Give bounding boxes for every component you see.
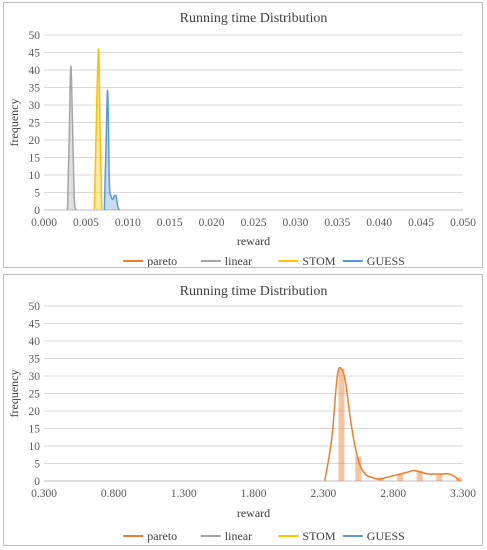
top-x-tick-label: 0.015 [157, 217, 183, 229]
top-x-tick-label: 0.030 [282, 217, 308, 229]
bottom-x-tick-label: 0.300 [31, 488, 57, 500]
top-y-tick-label: 15 [29, 153, 41, 165]
bottom-y-tick-label: 15 [29, 424, 41, 436]
top-x-tick-label: 0.050 [450, 217, 476, 229]
top-y-tick-label: 5 [34, 188, 40, 200]
top-y-tick-label: 10 [29, 170, 41, 182]
bottom-legend-label-pareto: pareto [147, 529, 177, 543]
bottom-y-axis-label: frequency [7, 370, 21, 418]
bottom-hist-bar [416, 470, 423, 481]
bottom-y-tick-label: 25 [29, 389, 41, 401]
bottom-y-tick-label: 35 [29, 354, 41, 366]
top-y-tick-label: 0 [34, 205, 40, 217]
top-series-area-linear [67, 66, 76, 210]
top-series-area-stom [94, 48, 102, 210]
bottom-title: Running time Distribution [180, 284, 328, 299]
bottom-legend-label-stom: STOM [302, 529, 335, 543]
top-y-axis-label: frequency [7, 99, 21, 147]
top-series-line-guess [103, 89, 121, 211]
top-y-tick-label: 25 [29, 118, 41, 130]
bottom-y-tick-label: 10 [29, 441, 41, 453]
top-title: Running time Distribution [180, 11, 328, 26]
bottom-x-tick-label: 2.300 [310, 488, 336, 500]
top-x-tick-label: 0.005 [73, 217, 99, 229]
top-x-tick-label: 0.010 [115, 217, 141, 229]
top-y-tick-label: 45 [29, 48, 41, 60]
bottom-y-tick-label: 0 [34, 476, 40, 488]
bottom-legend-label-guess: GUESS [367, 529, 405, 543]
top-y-tick-label: 20 [29, 135, 41, 147]
top-y-tick-label: 50 [29, 30, 41, 42]
top-y-tick-label: 40 [29, 65, 41, 77]
top-legend-label-guess: GUESS [367, 254, 405, 267]
bottom-hist-bar [436, 474, 443, 481]
bottom-x-tick-label: 0.800 [101, 488, 127, 500]
top-y-tick-label: 30 [29, 100, 41, 112]
bottom-x-axis-label: reward [237, 506, 270, 520]
top-legend-label-pareto: pareto [147, 254, 177, 267]
chart-top: Running time Distribution 0 5 10 15 20 25 30 35 4… [7, 11, 476, 267]
bottom-y-tick-label: 5 [34, 459, 40, 471]
bottom-y-tick-label: 50 [29, 301, 41, 313]
chart-bottom: Running time Distribution 0 5 10 15 20 25 30 35 4… [7, 284, 476, 543]
top-x-tick-label: 0.040 [366, 217, 392, 229]
bottom-hist-bar [397, 474, 404, 481]
top-x-axis-label: reward [237, 234, 270, 248]
top-series-line-linear [66, 65, 77, 211]
bottom-x-tick-label: 1.300 [171, 488, 197, 500]
bottom-x-tick-label: 1.800 [241, 488, 267, 500]
top-x-tick-label: 0.000 [31, 217, 57, 229]
top-x-tick-label: 0.025 [241, 217, 267, 229]
top-legend-label-stom: STOM [302, 254, 335, 267]
bottom-x-tick-label: 3.300 [450, 488, 476, 500]
top-x-tick-label: 0.045 [408, 217, 434, 229]
bottom-x-tick-label: 2.800 [380, 488, 406, 500]
top-y-tick-label: 35 [29, 83, 41, 95]
bottom-legend-label-linear: linear [225, 529, 252, 543]
bottom-hist-bar [338, 369, 345, 481]
bottom-y-tick-label: 45 [29, 319, 41, 331]
chart-panel-bottom: Running time Distribution 0 5 10 15 20 25 30 35 4… [3, 274, 483, 546]
bottom-y-tick-label: 40 [29, 336, 41, 348]
bottom-series-line-pareto [323, 366, 461, 482]
top-x-tick-label: 0.020 [199, 217, 225, 229]
top-x-tick-label: 0.035 [324, 217, 350, 229]
chart-panel-top: Running time Distribution 0 5 10 15 20 25 30 35 4… [3, 2, 483, 268]
bottom-hist-bar [355, 456, 362, 481]
bottom-y-tick-label: 20 [29, 406, 41, 418]
top-series-line-stom [93, 48, 103, 211]
bottom-y-tick-label: 30 [29, 371, 41, 383]
top-legend-label-linear: linear [225, 254, 252, 267]
